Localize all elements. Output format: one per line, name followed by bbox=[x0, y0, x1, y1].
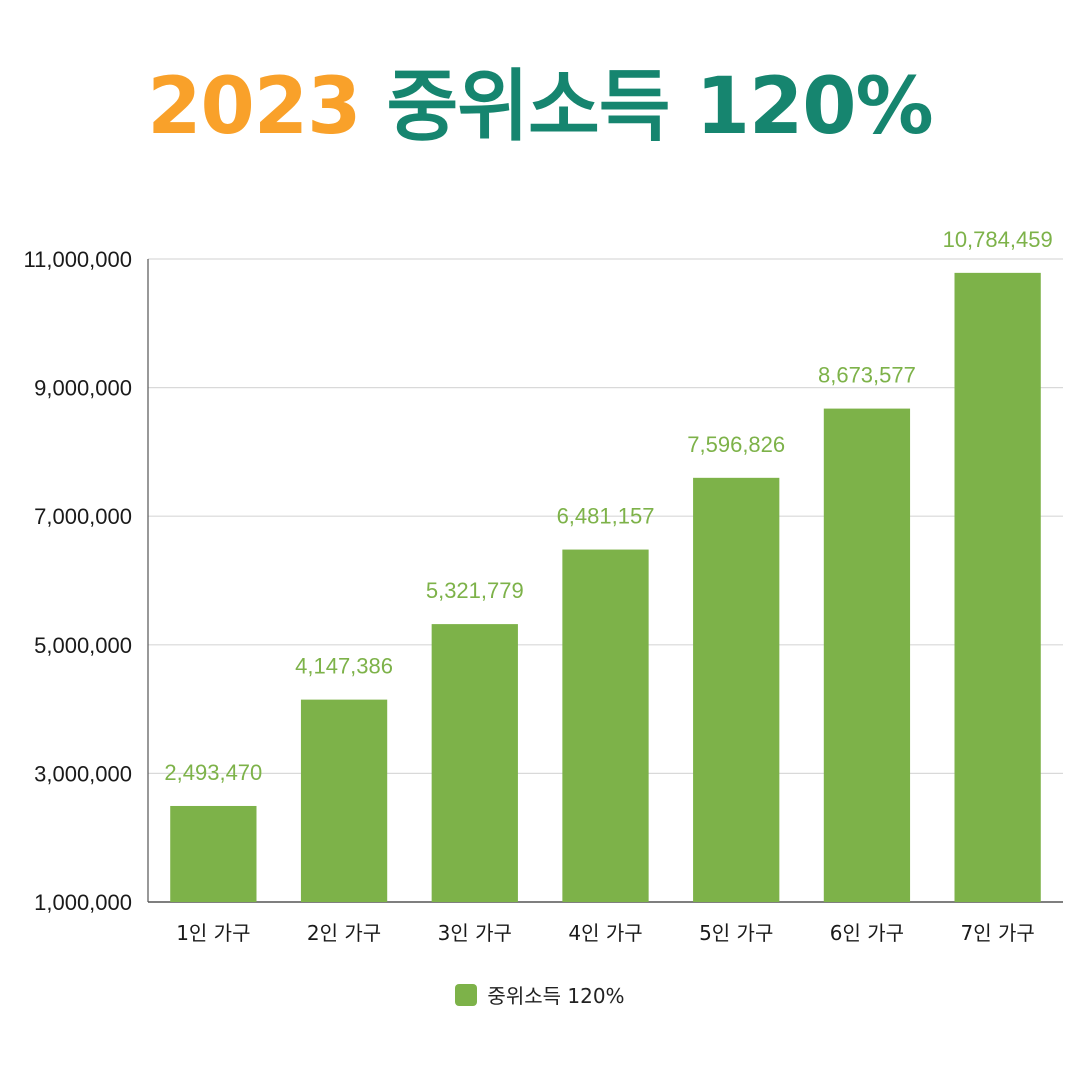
y-tick-label: 7,000,000 bbox=[34, 504, 132, 529]
y-tick-label: 9,000,000 bbox=[34, 376, 132, 401]
x-tick-label: 2인 가구 bbox=[307, 921, 381, 945]
x-tick-label: 4인 가구 bbox=[568, 921, 642, 945]
data-label: 8,673,577 bbox=[818, 363, 916, 388]
x-tick-label: 3인 가구 bbox=[438, 921, 512, 945]
data-label: 10,784,459 bbox=[943, 227, 1053, 252]
x-tick-label: 7인 가구 bbox=[960, 921, 1034, 945]
bar bbox=[562, 549, 649, 902]
bar bbox=[431, 624, 518, 902]
data-label: 7,596,826 bbox=[687, 432, 785, 457]
legend-label: 중위소득 120% bbox=[487, 984, 625, 1008]
bar bbox=[823, 408, 911, 902]
chart-legend: 중위소득 120% bbox=[0, 980, 1080, 1009]
data-label: 5,321,779 bbox=[426, 578, 524, 603]
chart-title: 2023 중위소득 120% bbox=[0, 52, 1080, 162]
x-tick-label: 6인 가구 bbox=[830, 921, 904, 945]
title-text: 중위소득 120% bbox=[386, 62, 934, 152]
y-tick-label: 11,000,000 bbox=[24, 247, 132, 272]
y-tick-label: 1,000,000 bbox=[34, 890, 132, 915]
legend-swatch bbox=[455, 983, 478, 1006]
bar bbox=[954, 272, 1041, 903]
title-year: 2023 bbox=[147, 62, 361, 152]
bar bbox=[693, 477, 780, 902]
data-label: 6,481,157 bbox=[557, 504, 655, 529]
y-tick-label: 5,000,000 bbox=[34, 633, 132, 658]
bar bbox=[170, 805, 257, 902]
data-label: 2,493,470 bbox=[164, 760, 262, 785]
x-tick-label: 5인 가구 bbox=[699, 921, 773, 945]
x-tick-label: 1인 가구 bbox=[176, 921, 250, 945]
data-label: 4,147,386 bbox=[295, 654, 393, 679]
y-tick-label: 3,000,000 bbox=[34, 761, 132, 786]
bar bbox=[300, 699, 388, 902]
